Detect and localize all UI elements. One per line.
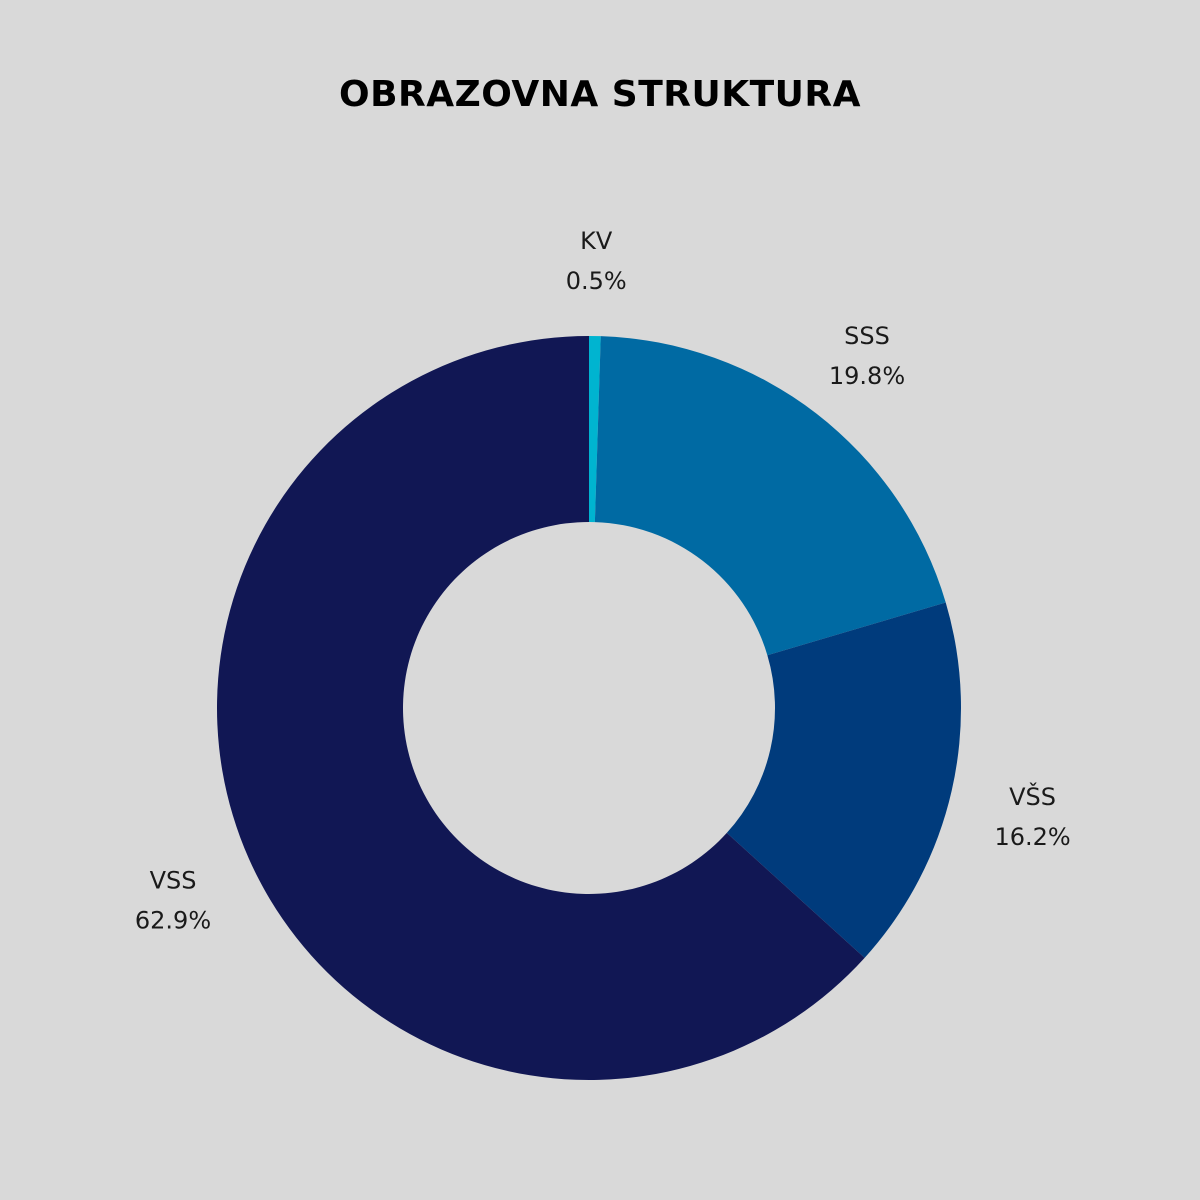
slice-vss bbox=[216, 336, 865, 1080]
slice-label-value: 19.8% bbox=[829, 362, 905, 390]
slice-label-value: 62.9% bbox=[135, 906, 211, 934]
slice-label-name: VŠS bbox=[1009, 781, 1056, 811]
slice-label-kv: KV 0.5% bbox=[566, 227, 627, 295]
slice-label-value: 16.2% bbox=[994, 823, 1070, 851]
slice-všs bbox=[726, 602, 961, 958]
slice-sss bbox=[594, 336, 946, 656]
slice-label-name: VSS bbox=[150, 866, 197, 894]
slice-label-value: 0.5% bbox=[566, 267, 627, 295]
labels-layer: KV 0.5% SSS 19.8% VŠS 16.2% VSS 62.9% bbox=[135, 227, 1071, 934]
slice-label-vss: VSS 62.9% bbox=[135, 866, 211, 934]
slice-label-name: KV bbox=[580, 227, 613, 255]
slice-label-name: SSS bbox=[844, 322, 890, 350]
slices-layer bbox=[216, 336, 961, 1080]
chart-title: OBRAZOVNA STRUKTURA bbox=[339, 74, 861, 115]
slice-label-sss: SSS 19.8% bbox=[829, 322, 905, 390]
slice-kv bbox=[589, 336, 601, 523]
slice-label-všs: VŠS 16.2% bbox=[994, 781, 1070, 851]
